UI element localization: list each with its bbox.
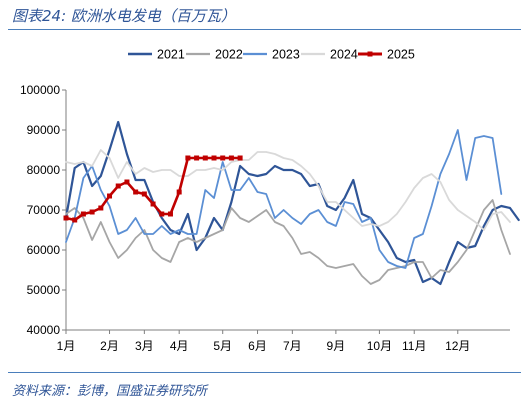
series-line-2023 [65,129,503,269]
legend-label-2023: 2023 [272,48,300,62]
point-2025 [150,201,156,207]
point-2025 [220,155,226,161]
point-2025 [237,155,243,161]
point-2025 [107,193,113,199]
series-line-2024 [65,149,511,231]
legend-label-2024: 2024 [330,48,358,62]
x-tick-label: 3月 [135,339,154,353]
legend-label-2025: 2025 [387,48,415,62]
point-2025 [133,189,139,195]
figure-title: 图表24: 欧洲水电发电（百万瓦） [12,7,236,25]
x-tick-label: 7月 [283,339,302,353]
point-2025 [124,179,130,185]
point-2025 [63,215,69,221]
point-2025 [98,205,104,211]
series-line-2022 [65,199,511,285]
point-2025 [202,155,208,161]
point-2025 [194,155,200,161]
x-tick-label: 10月 [367,339,392,353]
x-tick-label: 1月 [57,339,76,353]
point-2025 [228,155,234,161]
x-tick-label: 12月 [445,339,470,353]
point-2025 [159,211,165,217]
legend-label-2021: 2021 [157,48,185,62]
y-tick-label: 50000 [27,283,61,297]
y-tick-label: 40000 [27,323,61,337]
point-2025 [89,209,95,215]
y-tick-label: 100000 [20,83,60,97]
x-tick-label: 5月 [213,339,232,353]
y-tick-label: 60000 [27,243,61,257]
point-2025 [80,211,86,217]
footer-divider [8,372,521,373]
y-tick-label: 80000 [27,163,61,177]
source-note: 资料来源：彭博，国盛证券研究所 [12,384,208,399]
legend-label-2022: 2022 [215,48,243,62]
x-tick-label: 6月 [248,339,267,353]
point-2025 [115,183,121,189]
point-2025 [185,155,191,161]
figure-title-bar: 图表24: 欧洲水电发电（百万瓦） [8,3,521,30]
y-tick-label: 70000 [27,203,61,217]
x-tick-label: 9月 [327,339,346,353]
y-tick-label: 90000 [27,123,61,137]
point-2025 [167,211,173,217]
point-2025 [141,191,147,197]
x-tick-label: 2月 [100,339,119,353]
x-tick-label: 4月 [170,339,189,353]
x-tick-label: 11月 [402,339,426,353]
point-2025 [211,155,217,161]
legend-marker-2025 [367,51,373,57]
point-2025 [72,217,78,223]
series-line-2021 [64,120,520,286]
point-2025 [176,189,182,195]
